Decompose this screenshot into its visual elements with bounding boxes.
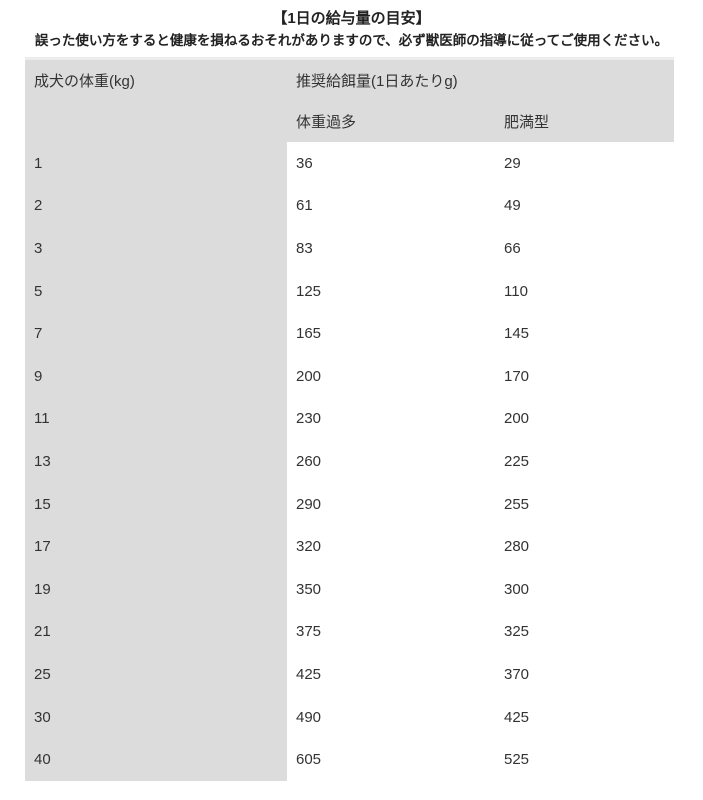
header-empty: [25, 101, 287, 142]
obese-cell: 170: [495, 354, 674, 398]
page-title: 【1日の給与量の目安】: [272, 10, 431, 27]
weight-cell: 13: [25, 440, 287, 483]
table-row: 19 350 300: [25, 567, 674, 611]
overweight-cell: 350: [287, 567, 495, 611]
obese-cell: 200: [495, 397, 674, 441]
weight-cell: 17: [25, 525, 287, 568]
obese-cell: 525: [495, 738, 674, 781]
overweight-cell: 36: [287, 142, 495, 185]
obese-cell: 145: [495, 312, 674, 355]
weight-cell: 2: [25, 184, 287, 228]
table-row: 13 260 225: [25, 440, 674, 483]
weight-cell: 30: [25, 695, 287, 739]
table-row: 21 375 325: [25, 610, 674, 654]
weight-cell: 11: [25, 397, 287, 441]
weight-cell: 21: [25, 610, 287, 654]
table-row: 30 490 425: [25, 695, 674, 739]
header-overweight: 体重過多: [287, 101, 495, 142]
table-row: 25 425 370: [25, 653, 674, 696]
table-row: 2 61 49: [25, 184, 674, 228]
obese-cell: 66: [495, 227, 674, 270]
obese-cell: 255: [495, 482, 674, 526]
table-row: 11 230 200: [25, 397, 674, 441]
header-weight: 成犬の体重(kg): [25, 60, 287, 101]
overweight-cell: 375: [287, 610, 495, 654]
obese-cell: 225: [495, 440, 674, 483]
weight-cell: 15: [25, 482, 287, 526]
obese-cell: 370: [495, 653, 674, 696]
weight-cell: 5: [25, 269, 287, 313]
header-amount-group: 推奨給餌量(1日あたりg): [287, 60, 674, 101]
overweight-cell: 230: [287, 397, 495, 441]
weight-cell: 7: [25, 312, 287, 355]
obese-cell: 49: [495, 184, 674, 228]
obese-cell: 280: [495, 525, 674, 568]
table-row: 17 320 280: [25, 525, 674, 568]
header-row-group: 成犬の体重(kg) 推奨給餌量(1日あたりg): [25, 60, 674, 101]
overweight-cell: 125: [287, 269, 495, 313]
warning-text: 誤った使い方をすると健康を損ねるおそれがありますので、必ず獣医師の指導に従ってご…: [34, 33, 669, 48]
overweight-cell: 165: [287, 312, 495, 355]
overweight-cell: 605: [287, 738, 495, 781]
page-header: 【1日の給与量の目安】 誤った使い方をすると健康を損ねるおそれがありますので、必…: [0, 0, 703, 50]
table-row: 40 605 525: [25, 738, 674, 781]
overweight-cell: 200: [287, 354, 495, 398]
overweight-cell: 83: [287, 227, 495, 270]
weight-cell: 1: [25, 142, 287, 185]
feeding-table-header: 成犬の体重(kg) 推奨給餌量(1日あたりg) 体重過多 肥満型: [25, 60, 674, 142]
header-obese: 肥満型: [495, 101, 674, 142]
overweight-cell: 61: [287, 184, 495, 228]
overweight-cell: 320: [287, 525, 495, 568]
feeding-table: 成犬の体重(kg) 推奨給餌量(1日あたりg) 体重過多 肥満型 1 36 29…: [25, 57, 674, 781]
obese-cell: 425: [495, 695, 674, 739]
obese-cell: 29: [495, 142, 674, 185]
table-row: 7 165 145: [25, 312, 674, 355]
overweight-cell: 425: [287, 653, 495, 696]
obese-cell: 325: [495, 610, 674, 654]
obese-cell: 110: [495, 269, 674, 313]
table-row: 5 125 110: [25, 269, 674, 313]
feeding-table-body: 1 36 29 2 61 49 3 83 66 5 125 110 7 165 …: [25, 142, 674, 781]
table-row: 3 83 66: [25, 227, 674, 270]
weight-cell: 40: [25, 738, 287, 781]
overweight-cell: 490: [287, 695, 495, 739]
overweight-cell: 260: [287, 440, 495, 483]
weight-cell: 19: [25, 567, 287, 611]
weight-cell: 25: [25, 653, 287, 696]
header-row-sub: 体重過多 肥満型: [25, 101, 674, 142]
weight-cell: 3: [25, 227, 287, 270]
table-row: 15 290 255: [25, 482, 674, 526]
table-row: 9 200 170: [25, 354, 674, 398]
table-row: 1 36 29: [25, 142, 674, 185]
obese-cell: 300: [495, 567, 674, 611]
overweight-cell: 290: [287, 482, 495, 526]
weight-cell: 9: [25, 354, 287, 398]
